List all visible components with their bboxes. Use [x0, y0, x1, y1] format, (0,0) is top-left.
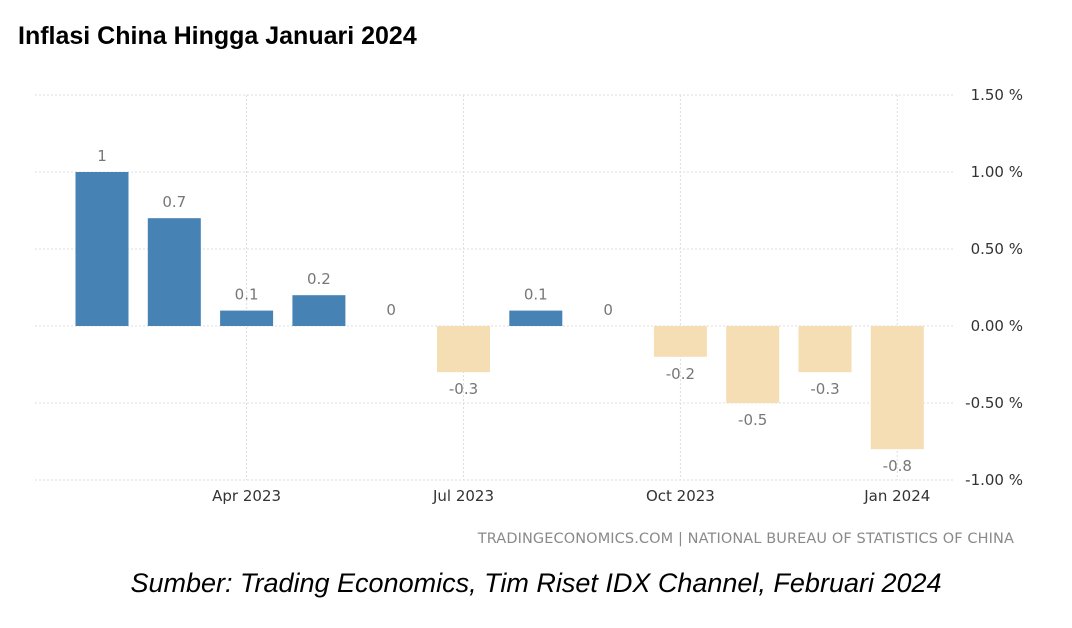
y-tick-label: -1.00 % [965, 471, 1023, 489]
caption: Sumber: Trading Economics, Tim Riset IDX… [130, 568, 942, 598]
bar [726, 326, 780, 403]
x-tick-label: Oct 2023 [646, 487, 715, 505]
page-title: Inflasi China Hingga Januari 2024 [18, 22, 417, 50]
bar [509, 310, 563, 326]
bar-value-label: 0 [603, 301, 613, 319]
x-axis-ticks: Apr 2023 Jul 2023 Oct 2023 Jan 2024 [212, 487, 930, 505]
bar [220, 310, 274, 326]
bar-value-label: 0 [386, 301, 396, 319]
bar-value-label: -0.8 [883, 457, 912, 475]
bar [870, 326, 924, 450]
y-tick-label: 1.00 % [971, 163, 1023, 181]
bar-value-label: -0.2 [666, 365, 695, 383]
bar [147, 218, 201, 326]
bar-value-label: -0.3 [449, 380, 478, 398]
y-tick-label: 0.00 % [971, 317, 1023, 335]
bar-value-label: -0.3 [810, 380, 839, 398]
bar [798, 326, 852, 373]
bar [292, 295, 346, 326]
y-tick-label: 0.50 % [971, 240, 1023, 258]
inflation-bar-chart: 1 0.7 0.1 0.2 0 -0.3 0.1 0 -0.2 -0.5 -0.3 -0.8 1.50… [35, 86, 1023, 505]
x-tick-label: Jul 2023 [432, 487, 494, 505]
y-tick-label: -0.50 % [965, 394, 1023, 412]
x-tick-label: Apr 2023 [212, 487, 281, 505]
bar [437, 326, 490, 373]
y-tick-label: 1.50 % [971, 86, 1023, 104]
bar-value-label: 0.1 [524, 286, 548, 304]
bar-value-label: -0.5 [738, 411, 767, 429]
bar [75, 172, 129, 326]
bar-value-label: 0.2 [307, 270, 331, 288]
bar-value-label: 1 [97, 147, 107, 165]
bar-value-label: 0.1 [235, 286, 259, 304]
bar [653, 326, 707, 357]
x-tick-label: Jan 2024 [863, 487, 930, 505]
source-attribution: TRADINGECONOMICS.COM | NATIONAL BUREAU O… [477, 531, 1014, 547]
y-axis-ticks: 1.50 % 1.00 % 0.50 % 0.00 % -0.50 % -1.00 % [965, 86, 1023, 489]
bar-value-label: 0.7 [162, 193, 186, 211]
chart-bars [75, 172, 924, 450]
chart-data-labels: 1 0.7 0.1 0.2 0 -0.3 0.1 0 -0.2 -0.5 -0.3 -0.8 [97, 147, 912, 475]
